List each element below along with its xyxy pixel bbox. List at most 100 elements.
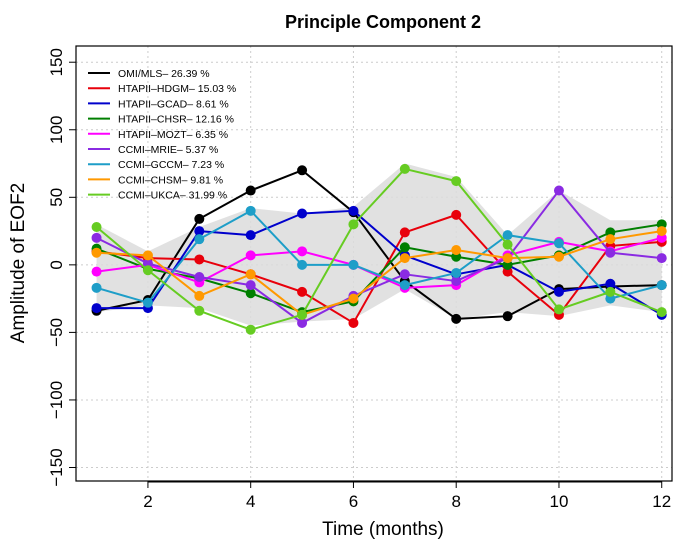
legend-item: CCMI–MRIE– 5.37 % [88, 144, 218, 156]
data-point [194, 290, 205, 301]
data-point [142, 297, 153, 308]
data-point [502, 311, 513, 322]
data-point [656, 226, 667, 237]
data-point [553, 185, 564, 196]
data-point [91, 247, 102, 258]
data-point [194, 213, 205, 224]
y-tick-label: 150 [47, 48, 66, 76]
data-point [348, 205, 359, 216]
data-point [297, 165, 308, 176]
legend-label: HTAPII–HDGM– 15.03 % [118, 83, 236, 95]
data-point [553, 238, 564, 249]
data-point [399, 253, 410, 264]
legend-label: CCMI–MRIE– 5.37 % [118, 144, 218, 156]
data-point [553, 304, 564, 315]
data-point [142, 250, 153, 261]
data-point [194, 234, 205, 245]
data-point [348, 293, 359, 304]
x-axis-label: Time (months) [322, 519, 444, 540]
legend-item: CCMI–UKCA– 31.99 % [88, 190, 227, 202]
legend-item: HTAPII–CHSR– 12.16 % [88, 114, 234, 126]
chart-title: Principle Component 2 [285, 12, 481, 32]
series-line [96, 236, 662, 289]
data-point [245, 230, 256, 241]
data-point [245, 269, 256, 280]
series-lines [91, 163, 667, 335]
y-tick-label: −100 [47, 381, 66, 419]
x-tick-label: 2 [143, 492, 152, 511]
data-point [297, 286, 308, 297]
series-6 [91, 185, 667, 328]
data-point [502, 230, 513, 241]
data-point [656, 280, 667, 291]
data-point [142, 265, 153, 276]
legend-label: CCMI–UKCA– 31.99 % [118, 190, 227, 202]
data-point [605, 278, 616, 289]
series-line [96, 230, 662, 316]
legend-item: OMI/MLS– 26.39 % [88, 68, 210, 80]
x-tick-label: 6 [349, 492, 358, 511]
legend-item: HTAPII–GCAD– 8.61 % [88, 98, 229, 110]
data-point [91, 232, 102, 243]
legend-label: HTAPII–MOZT– 6.35 % [118, 129, 228, 141]
series-line [96, 189, 662, 324]
data-point [348, 259, 359, 270]
legend-item: CCMI–CHSM– 9.81 % [88, 174, 223, 186]
data-point [245, 185, 256, 196]
series-9 [91, 163, 667, 335]
data-point [245, 324, 256, 335]
x-tick-label: 4 [246, 492, 255, 511]
data-point [605, 234, 616, 245]
data-point [348, 317, 359, 328]
y-tick-label: −50 [47, 318, 66, 347]
y-tick-label: 0 [47, 260, 66, 269]
legend-item: HTAPII–HDGM– 15.03 % [88, 83, 236, 95]
x-tick-label: 10 [550, 492, 569, 511]
data-point [91, 282, 102, 293]
data-point [245, 205, 256, 216]
series-line [96, 169, 662, 320]
series-7 [91, 205, 667, 308]
spread-band-area [96, 163, 662, 326]
data-point [656, 307, 667, 318]
data-point [553, 251, 564, 262]
legend: OMI/MLS– 26.39 % HTAPII–HDGM– 15.03 % HTAP… [88, 68, 236, 202]
data-point [348, 219, 359, 230]
data-point [605, 286, 616, 297]
data-point [297, 309, 308, 320]
legend-label: OMI/MLS– 26.39 % [118, 68, 210, 80]
data-point [297, 246, 308, 257]
series-line [95, 167, 663, 331]
data-point [245, 250, 256, 261]
legend-label: CCMI–GCCM– 7.23 % [118, 159, 224, 171]
data-point [399, 163, 410, 174]
series-line [96, 209, 662, 304]
data-point [91, 303, 102, 314]
legend-label: CCMI–CHSM– 9.81 % [118, 174, 223, 186]
data-point [91, 266, 102, 277]
data-point [451, 244, 462, 255]
legend-item: HTAPII–MOZT– 6.35 % [88, 129, 228, 141]
data-point [297, 259, 308, 270]
data-point [451, 276, 462, 287]
data-point [297, 317, 308, 328]
y-tick-label: 100 [47, 116, 66, 144]
data-point [656, 253, 667, 264]
data-point [399, 269, 410, 280]
data-point [297, 208, 308, 219]
data-point [399, 242, 410, 253]
data-point [194, 305, 205, 316]
y-axis-label: Amplitude of EOF2 [8, 183, 29, 344]
data-point [605, 247, 616, 258]
data-point [502, 239, 513, 250]
legend-label: HTAPII–GCAD– 8.61 % [118, 98, 229, 110]
y-tick-label: −150 [47, 448, 66, 486]
data-point [399, 280, 410, 291]
data-point [451, 267, 462, 278]
legend-item: CCMI–GCCM– 7.23 % [88, 159, 224, 171]
data-point [91, 222, 102, 233]
data-point [553, 286, 564, 297]
data-point [451, 313, 462, 324]
data-point [194, 226, 205, 237]
